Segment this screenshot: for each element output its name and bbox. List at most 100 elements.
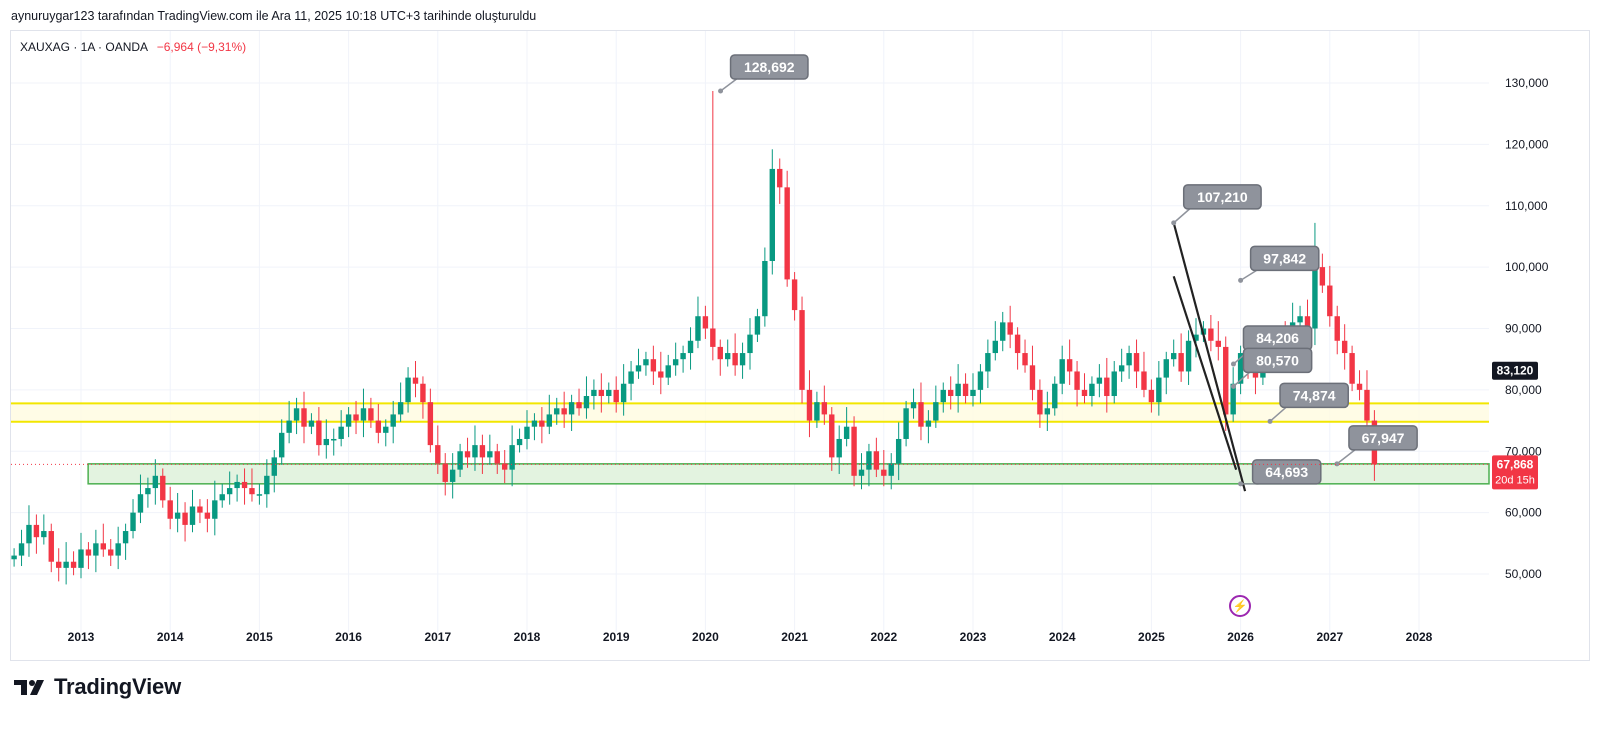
candle xyxy=(41,514,47,545)
candle-body xyxy=(41,531,47,538)
candle-body xyxy=(308,420,315,427)
symbol-legend[interactable]: XAUXAG · 1A · OANDA −6,964 (−9,31%) xyxy=(20,40,246,54)
candle xyxy=(100,523,106,557)
candle-body xyxy=(568,402,575,415)
candle-body xyxy=(509,445,515,470)
candle xyxy=(509,425,515,487)
candle xyxy=(502,450,508,484)
brand-wordmark: TradingView xyxy=(54,674,181,699)
footer-brand[interactable]: TradingView xyxy=(14,674,181,700)
candle-body xyxy=(814,402,820,421)
candle xyxy=(858,453,865,490)
chart-frame[interactable]: 128,692 107,210 97,842 84,206 80,570 74,874 64… xyxy=(10,30,1590,661)
x-tick-label: 2025 xyxy=(1138,630,1165,644)
candle-body xyxy=(598,389,605,397)
candle-body xyxy=(353,414,359,421)
candle-body xyxy=(1014,334,1021,354)
candle-body xyxy=(197,506,203,513)
candle xyxy=(910,388,917,419)
candle xyxy=(70,551,77,576)
candle-body xyxy=(769,168,775,261)
candle xyxy=(1349,345,1355,392)
candle-body xyxy=(78,549,84,568)
candle xyxy=(26,505,32,557)
candle xyxy=(1156,361,1162,416)
price-tag-dark: 83,120 xyxy=(1492,361,1538,380)
candle-body xyxy=(620,383,627,403)
candle-body xyxy=(1185,340,1192,372)
candle xyxy=(115,526,121,570)
candle xyxy=(1096,364,1103,398)
x-tick-label: 2024 xyxy=(1049,630,1076,644)
candle xyxy=(293,397,300,435)
candle xyxy=(940,382,946,413)
candle-body xyxy=(174,512,181,519)
candle xyxy=(1111,361,1117,404)
candle-body xyxy=(747,334,753,354)
candle-body xyxy=(784,187,790,280)
x-tick-label: 2017 xyxy=(424,630,451,644)
candle-body xyxy=(405,377,411,403)
callout-anchor xyxy=(1171,220,1177,226)
candle-body xyxy=(234,481,240,489)
candle-body xyxy=(375,420,382,433)
grid xyxy=(11,31,1489,632)
candle-body xyxy=(271,457,277,476)
candle xyxy=(992,321,998,361)
candle-body xyxy=(93,543,99,556)
lightning-icon[interactable]: ⚡ xyxy=(1229,595,1251,617)
candle xyxy=(1141,351,1147,398)
callout-anchor xyxy=(1267,418,1273,424)
candle xyxy=(1007,305,1013,349)
candle-body xyxy=(301,408,307,427)
candle xyxy=(1319,253,1326,293)
candle-body xyxy=(108,549,114,556)
candle xyxy=(219,483,225,508)
candle xyxy=(152,459,159,505)
price-tag-label: 83,120 xyxy=(1497,364,1534,378)
candle-body xyxy=(710,328,716,347)
callout-box xyxy=(1348,425,1418,451)
candle xyxy=(799,296,805,404)
candle-body xyxy=(383,426,389,433)
candle xyxy=(1334,305,1340,355)
candle xyxy=(710,91,716,361)
candle xyxy=(725,339,731,367)
candle xyxy=(635,348,642,379)
candle xyxy=(606,382,612,404)
candle xyxy=(955,364,961,413)
callout-label: 67,947 xyxy=(1362,430,1405,446)
candle-body xyxy=(1312,267,1318,329)
candle-body xyxy=(836,438,842,458)
candle xyxy=(791,272,798,321)
callout: 80,570 xyxy=(1230,347,1313,389)
candle-body xyxy=(11,555,17,560)
price-tag-bg xyxy=(1492,455,1538,490)
candle xyxy=(814,391,820,428)
candle xyxy=(383,419,389,447)
candle-body xyxy=(680,353,686,360)
callout: 97,842 xyxy=(1238,245,1320,283)
candle-body xyxy=(516,438,523,446)
candle xyxy=(375,403,382,444)
chart-canvas[interactable]: 128,692 107,210 97,842 84,206 80,570 74,874 64… xyxy=(11,31,1591,662)
x-tick-label: 2021 xyxy=(781,630,808,644)
candle xyxy=(1356,370,1363,401)
candle xyxy=(308,413,315,435)
candle xyxy=(241,468,248,505)
candle-body xyxy=(970,389,976,397)
candle xyxy=(494,443,500,474)
candle-body xyxy=(1066,359,1073,372)
callout-box xyxy=(1251,459,1322,485)
candle xyxy=(843,407,850,447)
candle xyxy=(234,474,240,502)
candle xyxy=(650,345,657,385)
candle xyxy=(613,376,619,413)
candle-body xyxy=(26,524,32,544)
symbol-title[interactable]: XAUXAG · 1A · OANDA xyxy=(20,40,148,54)
candle xyxy=(1133,339,1140,389)
candle-body xyxy=(1089,383,1095,397)
candle-body xyxy=(279,432,285,458)
candle xyxy=(591,379,597,410)
candle-body xyxy=(152,475,159,489)
